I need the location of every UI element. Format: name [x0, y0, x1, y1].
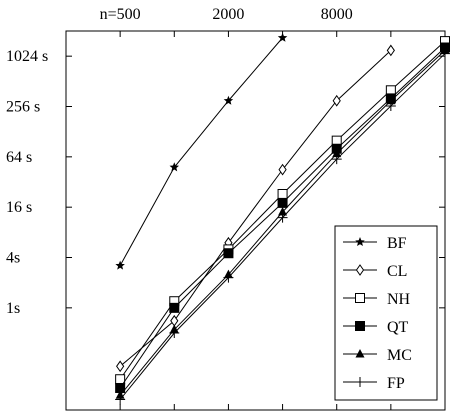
- legend-marker-nh: [355, 293, 365, 303]
- data-point-qt: [169, 302, 180, 313]
- legend-label: NH: [387, 291, 411, 308]
- legend-label: CL: [387, 263, 407, 280]
- data-point-cl: [386, 44, 395, 57]
- axes: n=500 2000 8000 1s 4s 16 s 64 s 256 s 1024 s: [6, 6, 445, 410]
- x-tick-label: n=500: [100, 6, 141, 23]
- y-tick-label: 1s: [6, 300, 20, 317]
- data-point-qt: [277, 197, 288, 208]
- data-point-mc: [386, 95, 396, 105]
- data-point-mc: [332, 148, 342, 158]
- data-point-cl: [116, 360, 125, 373]
- legend-box: [334, 225, 438, 401]
- y-tick-label: 4s: [6, 250, 20, 267]
- legend-label: MC: [387, 347, 412, 364]
- data-point-fp: [169, 328, 180, 339]
- legend-label: QT: [387, 319, 409, 336]
- data-point-fp: [385, 100, 396, 111]
- plot-frame: [65, 30, 446, 411]
- data-point-fp: [115, 394, 126, 405]
- data-point-bf: [223, 95, 234, 105]
- legend-marker-qt: [355, 321, 365, 331]
- data-point-fp: [331, 154, 342, 165]
- legend-item-mc: MC: [343, 347, 412, 364]
- y-tick-label: 64 s: [6, 149, 32, 166]
- data-point-bf: [169, 162, 180, 172]
- legend: BF CL NH QT MC FP: [334, 225, 438, 401]
- y-tick-label: 256 s: [6, 99, 40, 116]
- series-layer: [115, 32, 450, 405]
- data-point-fp: [440, 48, 450, 59]
- series-line-bf: [119, 37, 283, 266]
- series-fp: [115, 48, 450, 405]
- data-point-cl: [332, 94, 341, 107]
- data-point-fp: [277, 212, 288, 223]
- legend-label: BF: [387, 235, 407, 252]
- data-point-qt: [223, 248, 234, 259]
- legend-marker-cl: [355, 264, 365, 276]
- legend-item-cl: CL: [343, 263, 407, 280]
- data-point-fp: [223, 272, 234, 283]
- legend-item-bf: BF: [343, 235, 407, 252]
- legend-item-nh: NH: [343, 291, 411, 308]
- data-point-bf: [115, 260, 125, 270]
- data-point-cl: [278, 163, 287, 176]
- legend-label: FP: [387, 375, 405, 392]
- legend-marker-mc: [355, 349, 365, 358]
- data-point-bf: [277, 32, 288, 42]
- x-tick-label: 2000: [212, 6, 244, 23]
- data-point-mc: [278, 207, 288, 216]
- legend-item-fp: FP: [343, 375, 405, 392]
- series-line-cl: [119, 50, 392, 367]
- data-point-nh: [277, 188, 288, 199]
- series-bf: [115, 32, 288, 270]
- data-point-nh: [115, 374, 126, 385]
- legend-item-qt: QT: [343, 319, 409, 336]
- y-tick-label: 16 s: [6, 199, 32, 216]
- y-tick-label: 1024 s: [6, 48, 48, 65]
- legend-marker-bf: [355, 237, 365, 247]
- legend-marker-fp: [355, 377, 365, 387]
- x-tick-label: 8000: [321, 6, 353, 23]
